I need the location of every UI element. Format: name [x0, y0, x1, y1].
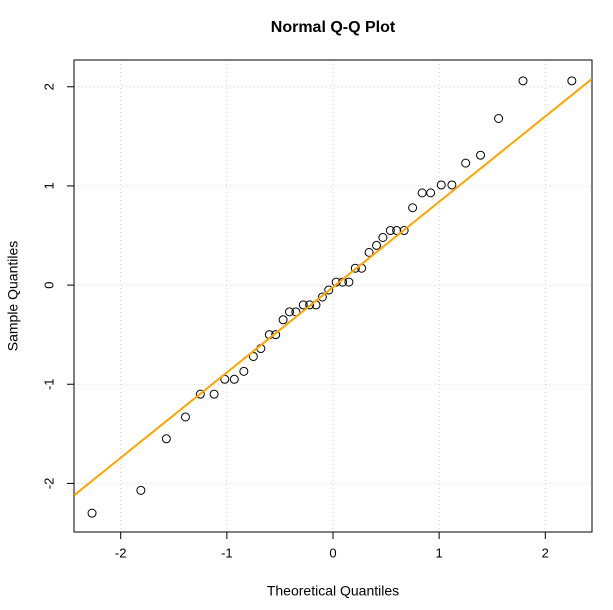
point — [567, 76, 577, 86]
point — [180, 412, 190, 422]
point — [195, 389, 205, 399]
y-tick-label: -1 — [41, 378, 56, 390]
point — [378, 232, 388, 242]
point — [518, 76, 528, 86]
point — [372, 240, 382, 250]
x-tick-label: 1 — [436, 545, 443, 560]
point — [161, 434, 171, 444]
point — [87, 508, 97, 518]
point — [344, 277, 354, 287]
point — [364, 247, 374, 257]
point — [385, 226, 395, 236]
y-tick-label: -2 — [41, 478, 56, 490]
x-tick-label: -1 — [221, 545, 233, 560]
point — [399, 226, 409, 236]
plot-frame — [73, 59, 593, 533]
y-tick-label: 0 — [41, 281, 56, 288]
point — [305, 300, 315, 310]
x-axis-label: Theoretical Quantiles — [267, 583, 399, 599]
point — [298, 300, 308, 310]
point — [408, 203, 418, 213]
reference-line — [74, 78, 592, 497]
point — [209, 389, 219, 399]
point — [447, 180, 457, 190]
y-axis-label: Sample Quantiles — [5, 241, 21, 352]
point — [461, 158, 471, 168]
point — [417, 188, 427, 198]
x-tick-label: 0 — [329, 545, 336, 560]
y-tick-label: 1 — [41, 182, 56, 189]
point — [271, 330, 281, 340]
chart-title: Normal Q-Q Plot — [271, 19, 396, 36]
point — [136, 485, 146, 495]
point — [426, 188, 436, 198]
y-tick-label: 2 — [41, 83, 56, 90]
point — [324, 285, 334, 295]
point — [229, 374, 239, 384]
point — [392, 226, 402, 236]
point — [284, 307, 294, 317]
x-tick-label: -2 — [115, 545, 127, 560]
point — [350, 263, 360, 273]
point — [239, 366, 249, 376]
point — [248, 351, 258, 361]
point — [436, 180, 446, 190]
point — [476, 150, 486, 160]
x-tick-label: 2 — [542, 545, 549, 560]
point — [317, 292, 327, 302]
point — [278, 315, 288, 325]
point — [494, 114, 504, 124]
